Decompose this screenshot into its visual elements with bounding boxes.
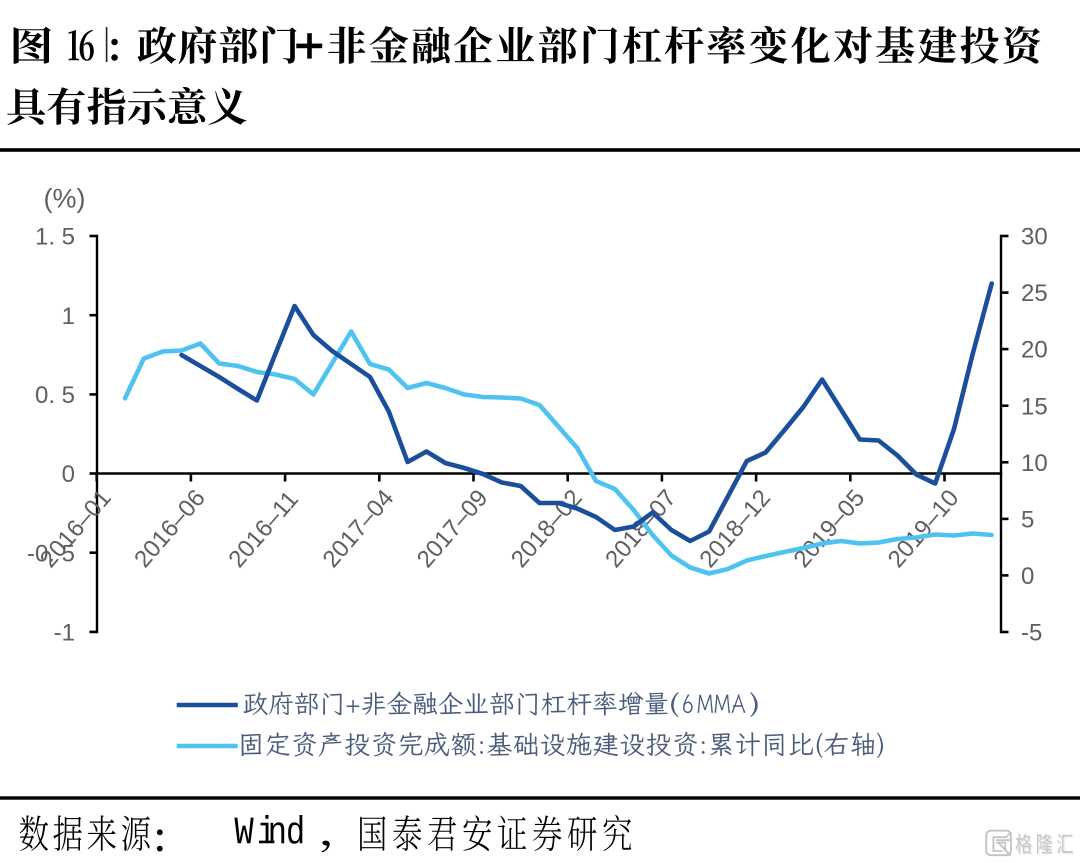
svg-text:-0. 5: -0. 5: [27, 540, 75, 567]
svg-text:15: 15: [1021, 393, 1048, 420]
svg-text:10: 10: [1021, 450, 1048, 477]
svg-text:2016–06: 2016–06: [129, 485, 211, 573]
svg-text:(%): (%): [44, 184, 86, 214]
svg-text:2017–04: 2017–04: [318, 485, 400, 573]
svg-text:0: 0: [62, 461, 75, 488]
svg-text:-5: -5: [1021, 620, 1042, 647]
svg-text:0: 0: [1021, 563, 1034, 590]
svg-text:1. 5: 1. 5: [35, 224, 75, 251]
svg-text:5: 5: [1021, 507, 1034, 534]
svg-text:20: 20: [1021, 337, 1048, 364]
svg-text:30: 30: [1021, 224, 1048, 251]
svg-text:2017–09: 2017–09: [412, 485, 494, 573]
svg-text:-1: -1: [54, 620, 75, 647]
svg-text:0. 5: 0. 5: [35, 382, 75, 409]
svg-text:2019–05: 2019–05: [789, 485, 871, 573]
svg-text:2016–11: 2016–11: [223, 486, 304, 573]
svg-text:2018–12: 2018–12: [694, 485, 776, 573]
svg-text:2019–10: 2019–10: [883, 485, 965, 573]
svg-text:25: 25: [1021, 280, 1048, 307]
svg-text:2016–01: 2016–01: [35, 485, 117, 573]
svg-text:2018–02: 2018–02: [506, 485, 588, 573]
svg-text:1: 1: [62, 303, 75, 330]
